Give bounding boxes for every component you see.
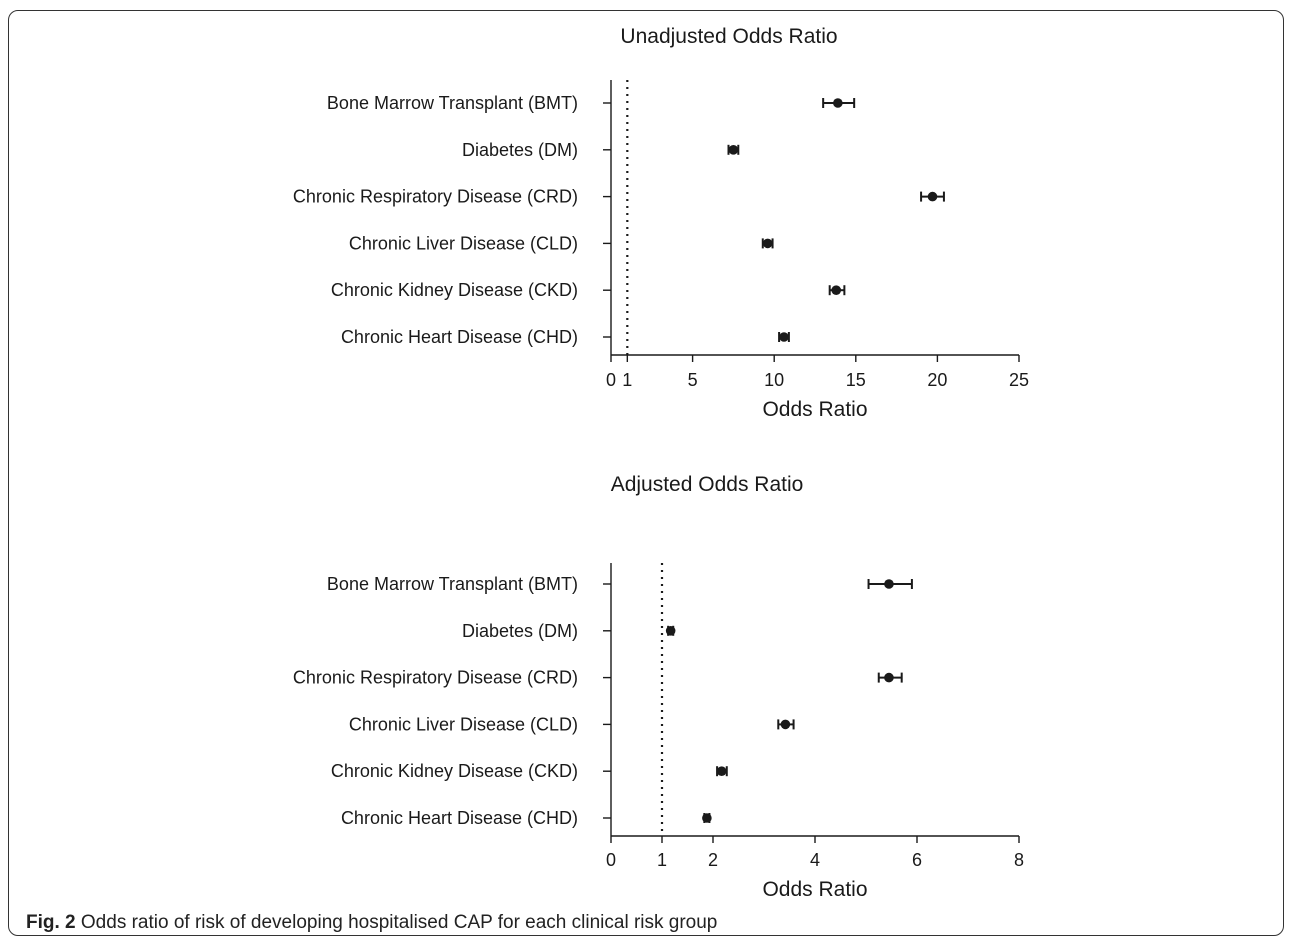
- category-label-0-1: Diabetes (DM): [462, 140, 578, 160]
- x-axis-label-0: Odds Ratio: [762, 398, 867, 421]
- chart-title-0: Unadjusted Odds Ratio: [620, 25, 837, 48]
- category-label-0-5: Chronic Heart Disease (CHD): [341, 327, 578, 347]
- category-label-0-2: Chronic Respiratory Disease (CRD): [293, 187, 578, 207]
- odds-ratio-point-0-1: [728, 145, 739, 155]
- x-tick-label-1-5: 8: [1014, 850, 1024, 870]
- x-tick-label-0-0: 0: [606, 370, 616, 390]
- odds-ratio-point-0-2: [927, 191, 938, 202]
- x-tick-label-0-5: 20: [927, 370, 947, 390]
- category-label-0-0: Bone Marrow Transplant (BMT): [327, 93, 578, 113]
- figure-frame: [8, 10, 1284, 936]
- caption-text: Odds ratio of risk of developing hospita…: [75, 912, 718, 933]
- odds-ratio-point-1-3: [780, 719, 791, 730]
- odds-ratio-point-0-3: [762, 238, 773, 249]
- x-tick-label-0-6: 25: [1009, 370, 1029, 390]
- odds-ratio-point-1-5: [702, 813, 712, 823]
- x-tick-label-0-1: 1: [622, 370, 632, 390]
- chart-title-1: Adjusted Odds Ratio: [611, 473, 804, 496]
- odds-ratio-point-1-1: [665, 626, 676, 636]
- odds-ratio-point-1-4: [716, 766, 727, 776]
- category-label-0-4: Chronic Kidney Disease (CKD): [331, 280, 578, 300]
- category-label-1-0: Bone Marrow Transplant (BMT): [327, 574, 578, 594]
- category-label-1-2: Chronic Respiratory Disease (CRD): [293, 668, 578, 688]
- category-label-1-5: Chronic Heart Disease (CHD): [341, 808, 578, 828]
- category-label-1-1: Diabetes (DM): [462, 621, 578, 641]
- odds-ratio-point-0-5: [779, 332, 789, 342]
- category-label-1-3: Chronic Liver Disease (CLD): [349, 714, 578, 734]
- odds-ratio-point-1-2: [884, 672, 894, 683]
- odds-ratio-point-0-0: [833, 98, 843, 108]
- figure-caption: Fig. 2 Odds ratio of risk of developing …: [26, 912, 717, 934]
- x-tick-label-1-1: 1: [657, 850, 667, 870]
- x-tick-label-0-4: 15: [846, 370, 866, 390]
- odds-ratio-point-0-4: [831, 285, 842, 296]
- x-tick-label-0-2: 5: [688, 370, 698, 390]
- category-label-1-4: Chronic Kidney Disease (CKD): [331, 761, 578, 781]
- x-tick-label-1-4: 6: [912, 850, 922, 870]
- x-tick-label-1-3: 4: [810, 850, 820, 870]
- x-tick-label-0-3: 10: [764, 370, 784, 390]
- x-tick-label-1-0: 0: [606, 850, 616, 870]
- odds-ratio-point-1-0: [884, 579, 894, 589]
- x-tick-label-1-2: 2: [708, 850, 718, 870]
- caption-label: Fig. 2: [26, 912, 76, 933]
- x-axis-label-1: Odds Ratio: [762, 878, 867, 901]
- category-label-0-3: Chronic Liver Disease (CLD): [349, 233, 578, 253]
